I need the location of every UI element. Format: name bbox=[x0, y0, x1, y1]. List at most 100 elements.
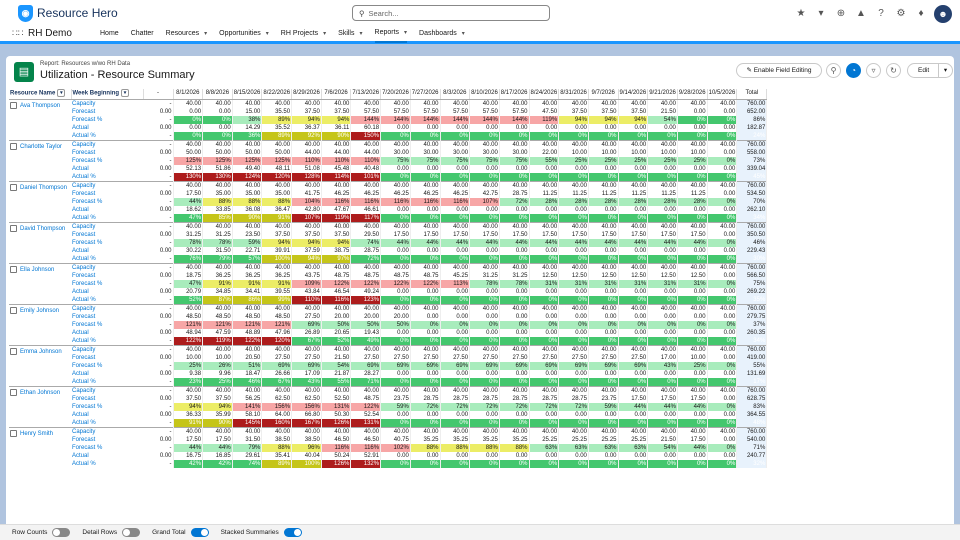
resource-name-cell[interactable]: Charlotte Taylor bbox=[9, 139, 71, 182]
chevron-down-icon[interactable]: ▾ bbox=[359, 31, 363, 37]
resource-name-link[interactable]: Ethan Johnson bbox=[20, 389, 61, 396]
chevron-down-icon[interactable]: ▾ bbox=[404, 30, 408, 36]
trailhead-icon[interactable]: ▲ bbox=[856, 8, 866, 19]
col-week[interactable]: 9/21/2026 bbox=[647, 89, 678, 100]
row-checkbox[interactable] bbox=[10, 306, 17, 314]
value-cell: 0.00 bbox=[410, 164, 441, 173]
resource-name-cell[interactable]: Henry Smith bbox=[9, 426, 71, 468]
resource-name-link[interactable]: Charlotte Taylor bbox=[20, 143, 62, 150]
col-week-beginning[interactable]: Week Beginning ▾ bbox=[71, 89, 144, 100]
filter-icon[interactable]: ▿ bbox=[866, 63, 881, 78]
footer-toggle-stacked-summaries[interactable]: Stacked Summaries bbox=[221, 528, 302, 537]
setup-gear-icon[interactable]: ⚙ bbox=[896, 8, 906, 19]
row-checkbox[interactable] bbox=[10, 388, 17, 396]
col-week[interactable]: 8/29/2026 bbox=[291, 89, 322, 100]
footer-toggle-grand-total[interactable]: Grand Total bbox=[152, 528, 209, 537]
resource-name-link[interactable]: Henry Smith bbox=[20, 430, 54, 437]
col-week[interactable]: 10/5/2026 bbox=[707, 89, 738, 100]
chevron-down-icon[interactable]: ▾ bbox=[204, 31, 208, 37]
col-week[interactable]: 7/13/2026 bbox=[350, 89, 382, 100]
nav-tab-resources[interactable]: Resources ▾ bbox=[166, 25, 207, 43]
col-week[interactable]: 8/22/2026 bbox=[261, 89, 293, 100]
resource-name-cell[interactable]: Emily Johnson bbox=[9, 303, 71, 346]
notifications-bell-icon[interactable]: ♦ bbox=[918, 8, 924, 19]
col-week[interactable]: 9/28/2026 bbox=[677, 89, 708, 100]
row-checkbox[interactable] bbox=[10, 142, 17, 150]
nav-tab-opportunities[interactable]: Opportunities ▾ bbox=[219, 25, 269, 43]
col-resource-name[interactable]: Resource Name ▾ bbox=[9, 89, 72, 100]
col-week[interactable]: 8/3/2026 bbox=[440, 89, 471, 100]
resource-name-cell[interactable]: Daniel Thompson bbox=[9, 180, 71, 223]
col-week[interactable]: 8/10/2026 bbox=[469, 89, 500, 100]
brand-logo[interactable]: ◉ Resource Hero bbox=[18, 4, 138, 22]
app-launcher-grid-icon[interactable]: ∷∷ bbox=[12, 28, 24, 38]
refresh-icon[interactable]: ↻ bbox=[886, 63, 901, 78]
add-plus-icon[interactable]: ⊕ bbox=[836, 8, 846, 19]
resource-name-cell[interactable]: Ella Johnson bbox=[9, 262, 71, 305]
row-checkbox[interactable] bbox=[10, 183, 17, 191]
resource-name-link[interactable]: Daniel Thompson bbox=[20, 184, 67, 191]
col-week[interactable]: 9/14/2026 bbox=[618, 89, 649, 100]
nav-tab-rh-projects[interactable]: RH Projects ▾ bbox=[281, 25, 326, 43]
col-week[interactable]: 7/6/2026 bbox=[321, 89, 352, 100]
col-week[interactable]: 8/31/2026 bbox=[558, 89, 589, 100]
value-cell: 0.00 bbox=[469, 123, 500, 132]
resource-name-cell[interactable]: Ethan Johnson bbox=[9, 385, 71, 428]
row-checkbox[interactable] bbox=[10, 265, 17, 273]
search-report-icon[interactable]: ⚲ bbox=[826, 63, 841, 78]
nav-tab-skills[interactable]: Skills ▾ bbox=[338, 25, 362, 43]
column-menu-chevron-icon[interactable]: ▾ bbox=[57, 89, 66, 97]
percent-cell: 156% bbox=[291, 402, 322, 411]
global-search-input[interactable]: ⚲ Search... bbox=[352, 5, 550, 21]
resource-name-cell[interactable]: David Thompson bbox=[9, 221, 71, 264]
toggle-switch[interactable] bbox=[283, 528, 302, 537]
col-week[interactable]: 8/24/2026 bbox=[529, 89, 560, 100]
help-question-icon[interactable]: ? bbox=[878, 8, 884, 19]
col-week[interactable]: 8/1/2026 bbox=[173, 89, 204, 100]
percent-cell: 121% bbox=[261, 320, 293, 329]
percent-cell: 0% bbox=[707, 320, 738, 329]
row-checkbox[interactable] bbox=[10, 101, 17, 109]
chevron-down-icon[interactable]: ▾ bbox=[323, 31, 327, 37]
resource-name-link[interactable]: David Thompson bbox=[20, 225, 66, 232]
col-week[interactable]: 8/17/2026 bbox=[499, 89, 530, 100]
chevron-down-icon[interactable]: ▾ bbox=[818, 8, 824, 19]
chevron-down-icon[interactable]: ▾ bbox=[265, 31, 269, 37]
col-total[interactable]: Total bbox=[736, 89, 768, 100]
enable-field-editing-button[interactable]: ✎ Enable Field Editing bbox=[736, 63, 822, 78]
column-menu-chevron-icon[interactable]: ▾ bbox=[121, 89, 130, 97]
nav-tab-dashboards[interactable]: Dashboards ▾ bbox=[419, 25, 465, 43]
row-checkbox[interactable] bbox=[10, 224, 17, 232]
chevron-down-icon[interactable]: ▾ bbox=[938, 64, 952, 77]
favorites-star-icon[interactable]: ★ bbox=[796, 8, 806, 19]
resource-name-link[interactable]: Emma Johnson bbox=[20, 348, 62, 355]
resource-name-link[interactable]: Emily Johnson bbox=[20, 307, 60, 314]
footer-toggle-row-counts[interactable]: Row Counts bbox=[12, 528, 71, 537]
row-checkbox[interactable] bbox=[10, 429, 17, 437]
value-cell: 0.00 bbox=[499, 410, 530, 419]
edit-button[interactable]: Edit ▾ bbox=[907, 63, 953, 78]
col-week[interactable]: 9/7/2026 bbox=[588, 89, 619, 100]
col-blank[interactable]: - bbox=[143, 89, 174, 100]
percent-cell: 0% bbox=[469, 213, 500, 223]
nav-tab-reports[interactable]: Reports ▾ bbox=[374, 25, 408, 43]
toggle-switch[interactable] bbox=[122, 528, 141, 537]
col-week[interactable]: 8/15/2026 bbox=[232, 89, 263, 100]
row-checkbox[interactable] bbox=[10, 347, 17, 355]
percent-cell: 28% bbox=[618, 197, 649, 206]
col-week[interactable]: 7/27/2026 bbox=[410, 89, 441, 100]
footer-toggle-detail-rows[interactable]: Detail Rows bbox=[82, 528, 141, 537]
resource-name-link[interactable]: Ella Johnson bbox=[20, 266, 55, 273]
resource-name-cell[interactable]: Ava Thompson bbox=[9, 98, 71, 141]
toggle-switch[interactable] bbox=[190, 528, 209, 537]
chart-toggle-icon[interactable]: ◔ bbox=[846, 63, 861, 78]
resource-name-link[interactable]: Ava Thompson bbox=[20, 102, 61, 109]
chevron-down-icon[interactable]: ▾ bbox=[461, 31, 465, 37]
col-week[interactable]: 7/20/2026 bbox=[380, 89, 411, 100]
user-avatar[interactable]: ☻ bbox=[934, 5, 952, 23]
nav-tab-chatter[interactable]: Chatter bbox=[131, 25, 154, 43]
toggle-switch[interactable] bbox=[52, 528, 71, 537]
resource-name-cell[interactable]: Emma Johnson bbox=[9, 344, 71, 387]
nav-tab-home[interactable]: Home bbox=[100, 25, 119, 43]
col-week[interactable]: 8/8/2026 bbox=[202, 89, 233, 100]
